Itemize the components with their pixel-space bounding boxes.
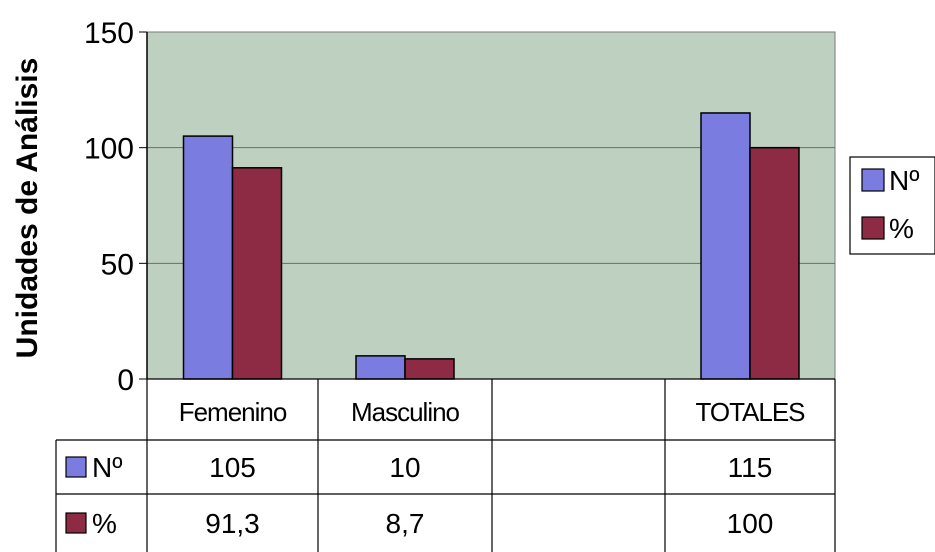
data-label: 91,3 <box>205 508 260 539</box>
table-row-label: Nº <box>92 452 122 483</box>
y-axis-label: Unidades de Análisis <box>11 58 44 359</box>
data-label: 105 <box>209 452 256 483</box>
bar <box>182 135 234 380</box>
y-tick-label: 100 <box>84 133 134 166</box>
x-tick-label: TOTALES <box>695 397 805 427</box>
legend-entry: % <box>889 213 914 244</box>
data-label: 8,7 <box>386 508 425 539</box>
legend-entry: Nº <box>889 165 919 196</box>
data-label: 10 <box>389 452 420 483</box>
bar <box>231 167 283 380</box>
y-axis-ticks: 0 50 100 150 <box>84 17 148 397</box>
bar <box>749 146 800 380</box>
x-tick-label: Masculino <box>351 397 460 427</box>
bar <box>700 112 751 380</box>
y-tick-label: 0 <box>117 364 134 397</box>
data-table: Femenino Masculino TOTALES Nº 105 10 115% 91,3 8… <box>55 378 836 552</box>
x-tick-label: Femenino <box>179 397 287 427</box>
data-label: 115 <box>728 452 773 483</box>
table-series-swatch <box>65 456 87 478</box>
table-series-swatch <box>65 512 87 534</box>
data-label: 100 <box>727 508 774 539</box>
bars <box>182 112 800 380</box>
bar <box>355 355 406 380</box>
bar <box>404 358 455 380</box>
y-tick-label: 150 <box>84 17 134 50</box>
legend-swatch <box>861 168 885 192</box>
legend-swatch <box>861 216 885 240</box>
y-tick-label: 50 <box>101 248 134 281</box>
legend: Nº% <box>849 156 935 255</box>
table-row-label: % <box>92 508 117 539</box>
